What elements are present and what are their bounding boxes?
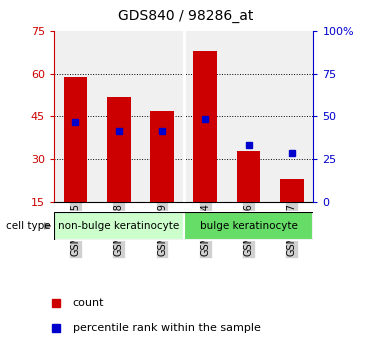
Text: count: count: [73, 298, 104, 308]
Bar: [193, 51, 217, 202]
Text: percentile rank within the sample: percentile rank within the sample: [73, 323, 260, 333]
Bar: [54, 212, 184, 240]
Bar: [63, 77, 87, 202]
Text: non-bulge keratinocyte: non-bulge keratinocyte: [58, 221, 179, 231]
Bar: [237, 151, 260, 202]
Bar: [107, 97, 131, 202]
Text: bulge keratinocyte: bulge keratinocyte: [200, 221, 298, 231]
Text: GDS840 / 98286_at: GDS840 / 98286_at: [118, 9, 253, 23]
Bar: [280, 179, 304, 202]
Bar: [150, 111, 174, 202]
Bar: [184, 212, 313, 240]
Text: cell type: cell type: [6, 221, 50, 231]
